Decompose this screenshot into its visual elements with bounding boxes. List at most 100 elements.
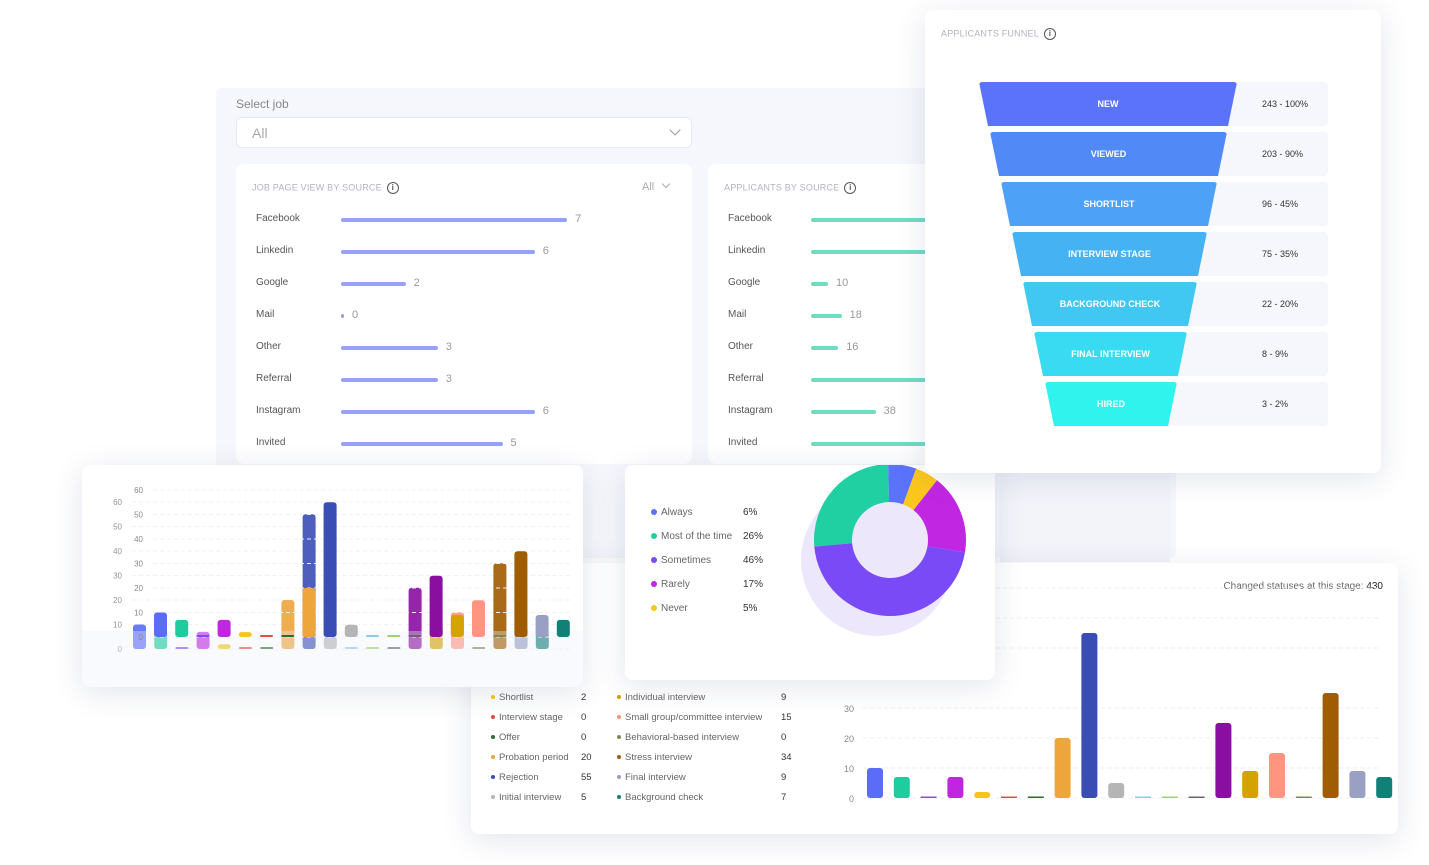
- source-label: Referral: [728, 373, 764, 384]
- bar[interactable]: [1027, 796, 1044, 799]
- y-tick-label: 30: [134, 560, 143, 569]
- donut-slice[interactable]: [814, 543, 965, 617]
- select-job-dropdown[interactable]: All: [236, 117, 692, 148]
- bar[interactable]: [472, 647, 486, 649]
- bar[interactable]: [323, 502, 337, 637]
- bar[interactable]: [1215, 723, 1232, 798]
- bar[interactable]: [472, 600, 485, 637]
- funnel-stage[interactable]: HIRED: [1045, 382, 1177, 426]
- bar[interactable]: [429, 575, 443, 637]
- bar[interactable]: [366, 647, 380, 649]
- source-row: Other 16: [708, 341, 948, 355]
- overlay-bar-chart: 0 10 20 30 40 50 60 0 10 20 30 40 50 60: [82, 486, 583, 687]
- bar[interactable]: [514, 551, 528, 637]
- bar[interactable]: [450, 614, 464, 637]
- bar[interactable]: [366, 635, 379, 637]
- source-row: Linkedin: [708, 245, 948, 259]
- donut-slice[interactable]: [903, 468, 937, 511]
- bar[interactable]: [974, 792, 991, 798]
- legend-dot: [491, 735, 495, 740]
- funnel-stage[interactable]: FINAL INTERVIEW: [1034, 332, 1187, 376]
- source-row: Linkedin 6: [236, 245, 696, 259]
- bar[interactable]: [867, 768, 883, 798]
- funnel-stage[interactable]: NEW: [979, 82, 1237, 126]
- legend-label: Final interview: [625, 772, 686, 783]
- source-row: Referral: [708, 373, 948, 387]
- info-icon[interactable]: i: [386, 182, 399, 194]
- bar[interactable]: [920, 796, 937, 799]
- chevron-down-icon: [662, 179, 671, 189]
- bar[interactable]: [535, 614, 549, 637]
- bar[interactable]: [1135, 796, 1151, 799]
- legend-label: Probation period: [499, 752, 569, 763]
- bar[interactable]: [175, 619, 189, 637]
- bar[interactable]: [239, 647, 252, 649]
- bar[interactable]: [1376, 777, 1393, 798]
- bar[interactable]: [323, 636, 337, 649]
- bar[interactable]: [1054, 738, 1071, 798]
- y-tick-label: 30: [113, 572, 122, 581]
- bar[interactable]: [217, 644, 231, 649]
- bar[interactable]: [1322, 693, 1339, 798]
- bar[interactable]: [1108, 783, 1125, 798]
- source-label: Facebook: [728, 213, 772, 224]
- bar[interactable]: [217, 619, 231, 637]
- job-page-view-filter[interactable]: All: [642, 179, 671, 193]
- bar[interactable]: [344, 624, 358, 637]
- source-bar: [341, 250, 535, 254]
- frequency-donut-chart: [801, 465, 966, 636]
- background-panel: [1000, 470, 1170, 562]
- source-bar: [811, 314, 842, 318]
- legend-value: 7: [781, 792, 787, 803]
- source-value: 10: [836, 277, 849, 289]
- y-tick-label: 40: [113, 547, 122, 556]
- bar[interactable]: [1001, 796, 1017, 799]
- bar[interactable]: [387, 647, 401, 649]
- bar[interactable]: [1295, 796, 1312, 799]
- bar[interactable]: [345, 647, 358, 649]
- donut-slice[interactable]: [888, 465, 917, 505]
- bar[interactable]: [1081, 633, 1098, 798]
- bar[interactable]: [302, 588, 316, 637]
- y-tick-label: 30: [844, 704, 854, 714]
- y-tick-label: 50: [134, 511, 143, 520]
- funnel-stage[interactable]: INTERVIEW STAGE: [1012, 232, 1207, 276]
- bar[interactable]: [260, 647, 274, 649]
- bar[interactable]: [175, 647, 189, 649]
- chart-layer: 0 10 20 30 40 50 60: [134, 486, 572, 642]
- legend-value: 20: [581, 752, 592, 763]
- bar[interactable]: [260, 635, 273, 637]
- bar[interactable]: [408, 587, 422, 649]
- bar[interactable]: [1269, 753, 1285, 798]
- bar[interactable]: [493, 563, 507, 649]
- info-icon[interactable]: i: [1043, 28, 1056, 40]
- bar[interactable]: [196, 635, 210, 637]
- donut-slice[interactable]: [814, 465, 890, 547]
- bar[interactable]: [1349, 771, 1366, 798]
- bar[interactable]: [493, 635, 507, 637]
- y-tick-label: 10: [844, 764, 854, 774]
- bar[interactable]: [154, 612, 167, 638]
- select-job-value: All: [252, 125, 268, 141]
- bar[interactable]: [556, 619, 570, 637]
- funnel-stage[interactable]: VIEWED: [990, 132, 1227, 176]
- bar[interactable]: [1161, 796, 1178, 799]
- source-bar: [811, 218, 948, 222]
- donut-slice[interactable]: [913, 480, 966, 553]
- applicants-by-source-title-text: APPLICANTS BY SOURCE: [724, 182, 840, 193]
- source-label: Linkedin: [728, 245, 766, 256]
- bar[interactable]: [238, 632, 252, 637]
- bar[interactable]: [281, 635, 295, 637]
- bar[interactable]: [947, 777, 964, 798]
- bar[interactable]: [1188, 796, 1205, 799]
- bar[interactable]: [1242, 771, 1259, 798]
- chevron-down-icon: [669, 124, 681, 136]
- info-icon[interactable]: i: [844, 182, 857, 194]
- funnel-stage[interactable]: BACKGROUND CHECK: [1023, 282, 1197, 326]
- bar[interactable]: [133, 624, 146, 650]
- funnel-stage[interactable]: SHORTLIST: [1001, 182, 1217, 226]
- bar[interactable]: [408, 635, 422, 637]
- source-label: Other: [256, 341, 282, 352]
- bar[interactable]: [893, 777, 910, 798]
- bar[interactable]: [387, 635, 401, 637]
